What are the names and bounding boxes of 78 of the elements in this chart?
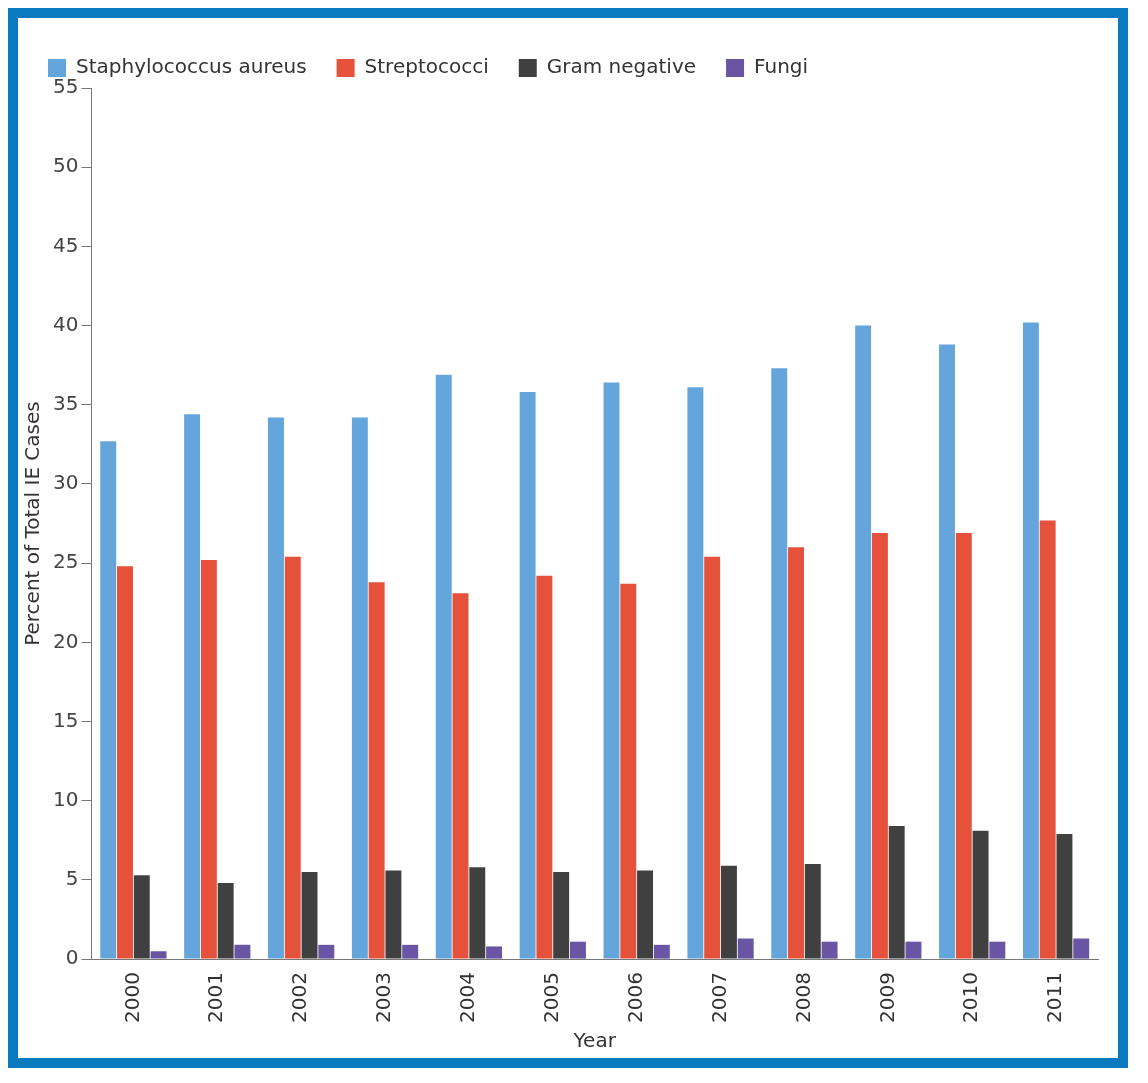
bar bbox=[452, 593, 469, 959]
x-axis-title: Year bbox=[572, 1028, 617, 1053]
legend-label: Streptococci bbox=[364, 54, 489, 79]
bar bbox=[385, 870, 402, 959]
y-tick-label: 25 bbox=[53, 549, 79, 574]
bar bbox=[184, 414, 201, 959]
bar bbox=[569, 941, 586, 959]
bar bbox=[888, 826, 905, 959]
y-axis-title: Percent of Total IE Cases bbox=[20, 401, 45, 646]
y-tick-label: 30 bbox=[53, 470, 79, 495]
bar bbox=[117, 566, 133, 959]
x-tick-label: 2003 bbox=[371, 972, 396, 1024]
bar bbox=[804, 864, 821, 959]
bar bbox=[905, 941, 922, 959]
x-tick-label: 2006 bbox=[622, 972, 647, 1024]
bar bbox=[1056, 833, 1073, 959]
bar bbox=[519, 392, 536, 959]
x-tick-label: 2007 bbox=[706, 972, 731, 1024]
x-tick-label: 2004 bbox=[455, 972, 480, 1024]
bar bbox=[955, 533, 972, 959]
bar bbox=[469, 867, 486, 959]
x-tick-label: 2000 bbox=[119, 972, 144, 1024]
bar bbox=[1039, 520, 1056, 959]
y-tick-label: 55 bbox=[53, 74, 79, 99]
bar bbox=[435, 374, 452, 959]
bar bbox=[821, 941, 838, 959]
legend-label: Fungi bbox=[754, 54, 809, 79]
y-tick-label: 0 bbox=[65, 945, 79, 970]
bar bbox=[100, 441, 117, 959]
bar bbox=[486, 946, 503, 959]
bar bbox=[687, 387, 704, 959]
y-tick-label: 40 bbox=[53, 311, 79, 336]
y-tick-label: 10 bbox=[53, 786, 79, 811]
bar bbox=[771, 368, 788, 959]
y-tick-label: 15 bbox=[53, 707, 79, 732]
bar bbox=[553, 871, 570, 959]
bar bbox=[939, 344, 955, 959]
x-tick-label: 2001 bbox=[203, 972, 228, 1024]
x-tick-label: 2005 bbox=[538, 972, 563, 1024]
y-tick-label: 50 bbox=[53, 153, 79, 178]
x-tick-label: 2002 bbox=[287, 972, 312, 1024]
x-tick-label: 2009 bbox=[874, 972, 899, 1024]
y-tick-label: 20 bbox=[53, 628, 79, 653]
bar bbox=[653, 944, 670, 959]
bar bbox=[268, 417, 284, 959]
bar bbox=[737, 938, 754, 959]
bar bbox=[200, 559, 217, 959]
bar bbox=[234, 944, 251, 959]
bar bbox=[788, 547, 804, 959]
bar bbox=[989, 941, 1006, 959]
bar bbox=[972, 830, 989, 959]
bar bbox=[351, 417, 368, 959]
bar bbox=[720, 865, 737, 959]
bar bbox=[603, 382, 620, 959]
legend-label: Gram negative bbox=[546, 54, 697, 79]
x-tick-label: 2010 bbox=[958, 972, 983, 1024]
bar bbox=[217, 883, 234, 959]
bar bbox=[402, 944, 419, 959]
x-tick-label: 2011 bbox=[1042, 972, 1067, 1024]
legend-label: Staphylococcus aureus bbox=[76, 54, 307, 79]
bar bbox=[704, 556, 721, 959]
bar bbox=[301, 871, 318, 959]
x-tick-label: 2008 bbox=[790, 972, 815, 1024]
bar bbox=[1073, 938, 1090, 959]
y-tick-label: 5 bbox=[65, 866, 79, 891]
bar bbox=[871, 533, 888, 959]
y-tick-label: 35 bbox=[53, 390, 79, 415]
y-tick-label: 45 bbox=[53, 232, 79, 257]
bar bbox=[637, 870, 654, 959]
bar bbox=[536, 575, 553, 959]
bar bbox=[150, 951, 167, 959]
bar bbox=[855, 325, 872, 959]
bar bbox=[133, 875, 150, 959]
bar bbox=[1022, 322, 1039, 959]
bar bbox=[318, 944, 335, 959]
bar bbox=[368, 582, 385, 959]
bar bbox=[620, 583, 637, 959]
bar bbox=[284, 556, 301, 959]
